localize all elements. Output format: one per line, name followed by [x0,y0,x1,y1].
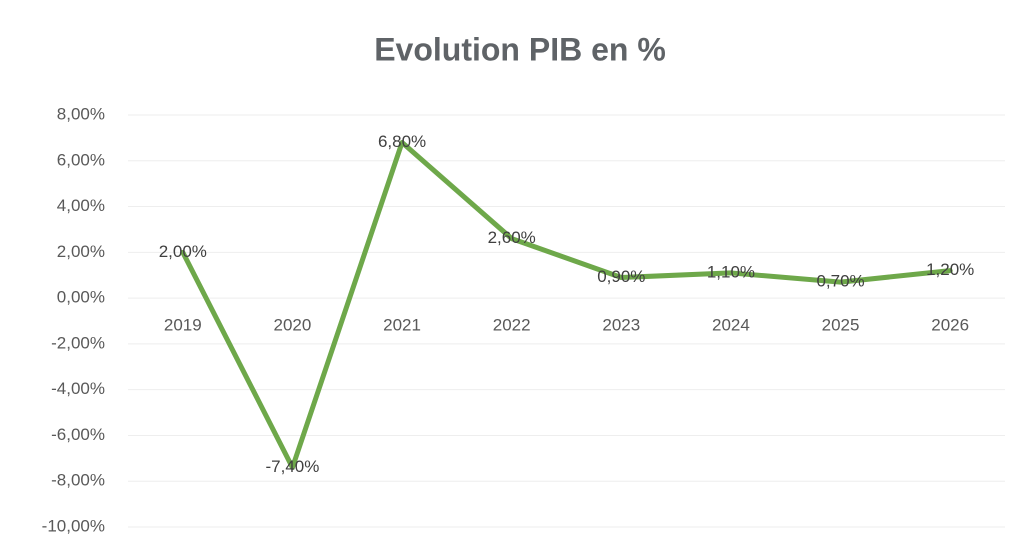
data-label: 1,20% [926,260,974,279]
y-tick-label: 6,00% [57,150,105,169]
data-label: 0,70% [816,272,864,291]
chart-title: Evolution PIB en % [374,31,666,67]
y-tick-label: -10,00% [42,516,105,535]
y-tick-label: 8,00% [57,104,105,123]
y-tick-label: -8,00% [51,471,105,490]
data-label: 2,00% [159,242,207,261]
data-label: -7,40% [266,457,320,476]
x-tick-label: 2024 [712,316,750,335]
x-tick-label: 2019 [164,316,202,335]
data-label: 6,80% [378,132,426,151]
y-tick-label: -2,00% [51,333,105,352]
y-tick-label: 2,00% [57,242,105,261]
x-tick-label: 2021 [383,316,421,335]
y-tick-label: -4,00% [51,379,105,398]
x-tick-label: 2023 [602,316,640,335]
data-line [180,139,953,470]
data-label: 0,90% [597,267,645,286]
x-tick-label: 2025 [822,316,860,335]
y-tick-label: -6,00% [51,425,105,444]
y-tick-label: 0,00% [57,288,105,307]
data-label: 1,10% [707,262,755,281]
y-tick-label: 4,00% [57,196,105,215]
x-tick-label: 2020 [274,316,312,335]
data-label: 2,60% [488,228,536,247]
x-tick-label: 2022 [493,316,531,335]
x-tick-label: 2026 [931,316,969,335]
